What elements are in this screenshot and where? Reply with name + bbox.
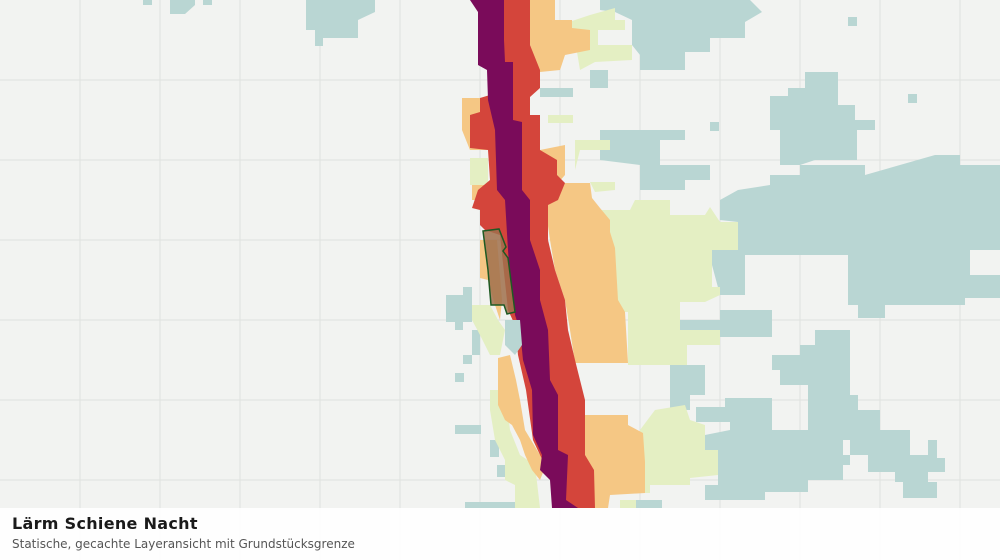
blue-areas: [143, 0, 1000, 508]
noise-level-light: [470, 8, 738, 508]
map-title: Lärm Schiene Nacht: [12, 514, 198, 533]
noise-level-very-high: [470, 0, 578, 508]
caption-panel: Lärm Schiene Nacht Statische, gecachte L…: [0, 508, 1000, 560]
parcel-boundary: [482, 228, 516, 315]
map-subtitle: Statische, gecachte Layeransicht mit Gru…: [12, 537, 355, 551]
blue-area: [505, 320, 522, 355]
noise-level-medium: [462, 0, 645, 508]
